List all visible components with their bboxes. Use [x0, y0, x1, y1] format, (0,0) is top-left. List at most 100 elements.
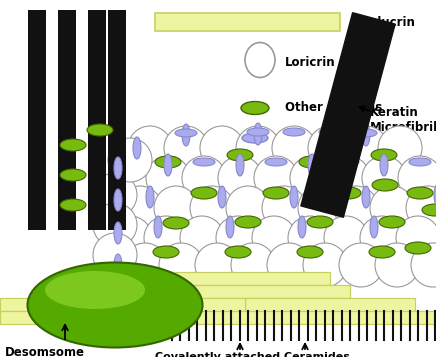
- Ellipse shape: [133, 137, 141, 159]
- Ellipse shape: [218, 186, 226, 208]
- Ellipse shape: [334, 186, 378, 230]
- Ellipse shape: [298, 186, 342, 230]
- Ellipse shape: [164, 126, 208, 170]
- Ellipse shape: [326, 156, 370, 200]
- Ellipse shape: [190, 186, 234, 230]
- Ellipse shape: [87, 124, 113, 136]
- Ellipse shape: [93, 173, 137, 217]
- Ellipse shape: [375, 243, 419, 287]
- Ellipse shape: [362, 156, 406, 200]
- Ellipse shape: [265, 158, 287, 166]
- Text: Keratin
Microfibril: Keratin Microfibril: [370, 106, 436, 134]
- Bar: [155, 13, 340, 31]
- Bar: [58, 10, 76, 230]
- Ellipse shape: [370, 216, 378, 238]
- Ellipse shape: [163, 217, 189, 229]
- Ellipse shape: [335, 187, 361, 199]
- Ellipse shape: [362, 124, 370, 146]
- Bar: [245, 298, 415, 311]
- Ellipse shape: [146, 186, 154, 208]
- Ellipse shape: [283, 128, 305, 136]
- Ellipse shape: [182, 156, 226, 200]
- Ellipse shape: [216, 216, 260, 260]
- Ellipse shape: [60, 139, 86, 151]
- Ellipse shape: [110, 156, 154, 200]
- Ellipse shape: [434, 184, 436, 206]
- Ellipse shape: [146, 156, 190, 200]
- Ellipse shape: [247, 128, 269, 136]
- Ellipse shape: [114, 157, 122, 179]
- Ellipse shape: [227, 149, 253, 161]
- Bar: [155, 285, 350, 298]
- Ellipse shape: [154, 186, 198, 230]
- Ellipse shape: [175, 129, 197, 137]
- Text: SPR: SPR: [285, 131, 311, 145]
- Bar: [108, 10, 126, 230]
- Ellipse shape: [200, 126, 244, 170]
- Ellipse shape: [307, 216, 333, 228]
- Bar: [0, 298, 245, 311]
- Ellipse shape: [290, 186, 298, 208]
- Ellipse shape: [378, 126, 422, 170]
- Ellipse shape: [297, 246, 323, 258]
- Ellipse shape: [262, 186, 306, 230]
- Ellipse shape: [406, 186, 436, 230]
- Ellipse shape: [153, 246, 179, 258]
- Ellipse shape: [319, 128, 341, 136]
- Ellipse shape: [123, 243, 167, 287]
- Bar: [175, 272, 330, 285]
- Ellipse shape: [60, 169, 86, 181]
- Ellipse shape: [371, 149, 397, 161]
- Ellipse shape: [114, 254, 122, 276]
- Ellipse shape: [154, 216, 162, 238]
- Ellipse shape: [182, 124, 190, 146]
- Bar: [88, 10, 106, 230]
- Ellipse shape: [27, 262, 202, 347]
- Ellipse shape: [326, 123, 334, 145]
- Ellipse shape: [159, 243, 203, 287]
- Ellipse shape: [360, 216, 404, 260]
- Ellipse shape: [60, 199, 86, 211]
- Ellipse shape: [370, 186, 414, 230]
- Ellipse shape: [128, 126, 172, 170]
- Ellipse shape: [225, 246, 251, 258]
- Ellipse shape: [324, 216, 368, 260]
- Ellipse shape: [308, 154, 316, 176]
- Ellipse shape: [362, 186, 370, 208]
- Ellipse shape: [236, 154, 244, 176]
- Ellipse shape: [242, 133, 268, 143]
- Text: Covalently attached Ceramides: Covalently attached Ceramides: [155, 352, 350, 357]
- Ellipse shape: [114, 189, 122, 211]
- Ellipse shape: [235, 216, 261, 228]
- Ellipse shape: [108, 216, 152, 260]
- Ellipse shape: [288, 216, 332, 260]
- Ellipse shape: [267, 243, 311, 287]
- Bar: [0, 311, 435, 324]
- Ellipse shape: [108, 138, 152, 182]
- Bar: [28, 10, 46, 230]
- Ellipse shape: [380, 154, 388, 176]
- Ellipse shape: [290, 156, 334, 200]
- Ellipse shape: [272, 126, 316, 170]
- Ellipse shape: [191, 187, 217, 199]
- Ellipse shape: [114, 222, 122, 244]
- Ellipse shape: [241, 101, 269, 115]
- Ellipse shape: [231, 243, 275, 287]
- Ellipse shape: [407, 187, 433, 199]
- Polygon shape: [301, 13, 395, 217]
- Ellipse shape: [303, 243, 347, 287]
- Ellipse shape: [226, 216, 234, 238]
- Text: Involucrin: Involucrin: [350, 16, 416, 30]
- Ellipse shape: [298, 216, 306, 238]
- Ellipse shape: [193, 158, 215, 166]
- Ellipse shape: [226, 186, 270, 230]
- Ellipse shape: [405, 242, 431, 254]
- Ellipse shape: [379, 216, 405, 228]
- Ellipse shape: [254, 123, 262, 145]
- Ellipse shape: [299, 156, 325, 168]
- Ellipse shape: [339, 243, 383, 287]
- Ellipse shape: [245, 42, 275, 77]
- Ellipse shape: [398, 156, 436, 200]
- Ellipse shape: [155, 156, 181, 168]
- Ellipse shape: [118, 186, 162, 230]
